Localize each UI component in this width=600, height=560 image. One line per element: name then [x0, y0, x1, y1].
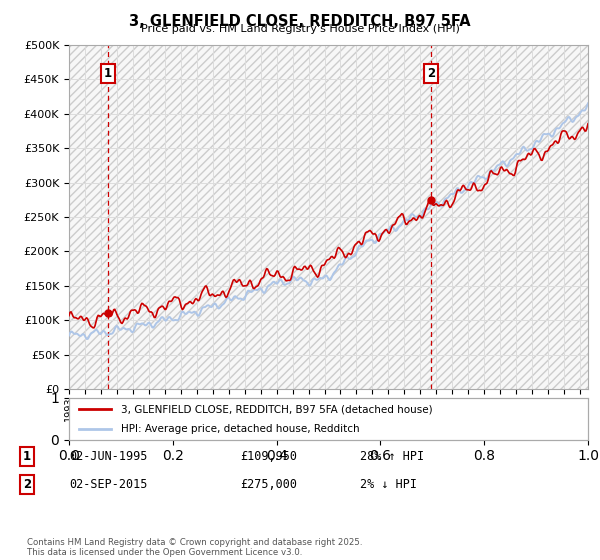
Text: Contains HM Land Registry data © Crown copyright and database right 2025.
This d: Contains HM Land Registry data © Crown c…: [27, 538, 362, 557]
Text: 1: 1: [104, 67, 112, 80]
Text: 3, GLENFIELD CLOSE, REDDITCH, B97 5FA (detached house): 3, GLENFIELD CLOSE, REDDITCH, B97 5FA (d…: [121, 404, 433, 414]
Text: 3, GLENFIELD CLOSE, REDDITCH, B97 5FA: 3, GLENFIELD CLOSE, REDDITCH, B97 5FA: [129, 14, 471, 29]
Text: 02-SEP-2015: 02-SEP-2015: [69, 478, 148, 491]
Text: £109,950: £109,950: [240, 450, 297, 463]
Text: 2% ↓ HPI: 2% ↓ HPI: [360, 478, 417, 491]
Text: 2: 2: [23, 478, 31, 491]
Text: £275,000: £275,000: [240, 478, 297, 491]
Text: Price paid vs. HM Land Registry's House Price Index (HPI): Price paid vs. HM Land Registry's House …: [140, 24, 460, 34]
Text: 28% ↑ HPI: 28% ↑ HPI: [360, 450, 424, 463]
Text: HPI: Average price, detached house, Redditch: HPI: Average price, detached house, Redd…: [121, 424, 359, 434]
Text: 2: 2: [427, 67, 435, 80]
Text: 1: 1: [23, 450, 31, 463]
Text: 02-JUN-1995: 02-JUN-1995: [69, 450, 148, 463]
